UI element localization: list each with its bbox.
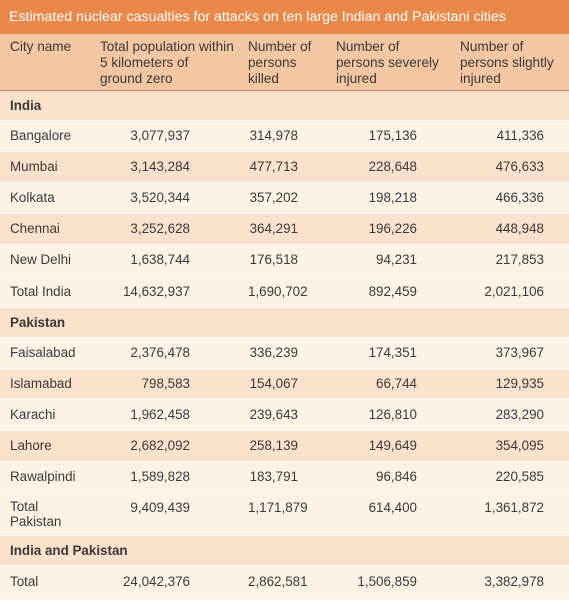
cell-city-name: Lahore xyxy=(0,430,90,462)
table-title: Estimated nuclear casualties for attacks… xyxy=(0,0,569,34)
cell-value: 614,400 xyxy=(326,491,450,536)
section-title: India xyxy=(0,90,569,121)
header-severely-injured: Number of persons severely injured xyxy=(326,34,450,91)
cell-value: 357,202 xyxy=(238,182,326,214)
cell-value: 314,978 xyxy=(238,120,326,152)
cell-value: 336,239 xyxy=(238,337,326,369)
cell-value: 154,067 xyxy=(238,368,326,400)
cell-value: 3,252,628 xyxy=(90,213,238,245)
header-persons-killed: Number of persons killed xyxy=(238,34,326,91)
cell-city-name: Total xyxy=(0,565,90,598)
section-title: India and Pakistan xyxy=(0,535,569,566)
cell-value: 9,409,439 xyxy=(90,491,238,536)
header-slightly-injured: Number of persons slightly injured xyxy=(450,34,569,91)
cell-value: 1,962,458 xyxy=(90,399,238,431)
total-row: Total 24,042,376 2,862,581 1,506,859 3,382,9… xyxy=(0,565,569,598)
header-total-population: Total population within 5 kilometers of … xyxy=(90,34,238,91)
cell-value: 258,139 xyxy=(238,430,326,462)
cell-value: 477,713 xyxy=(238,151,326,183)
cell-value: 1,589,828 xyxy=(90,461,238,493)
table-row: Faisalabad 2,376,478 336,239 174,351 373,967 xyxy=(0,337,569,369)
cell-value: 3,382,978 xyxy=(450,565,569,598)
cell-value: 3,077,937 xyxy=(90,120,238,152)
cell-value: 2,862,581 xyxy=(238,565,326,598)
cell-value: 196,226 xyxy=(326,213,450,245)
cell-value: 3,143,284 xyxy=(90,151,238,183)
cell-city-name: Faisalabad xyxy=(0,337,90,369)
cell-value: 2,021,106 xyxy=(450,274,569,308)
cell-value: 1,361,872 xyxy=(450,491,569,536)
cell-value: 1,506,859 xyxy=(326,565,450,598)
cell-value: 373,967 xyxy=(450,337,569,369)
cell-value: 129,935 xyxy=(450,368,569,400)
cell-value: 798,583 xyxy=(90,368,238,400)
cell-value: 94,231 xyxy=(326,244,450,276)
cell-city-name: Mumbai xyxy=(0,151,90,183)
table-row: Bangalore 3,077,937 314,978 175,136 411,336 xyxy=(0,120,569,152)
cell-value: 126,810 xyxy=(326,399,450,431)
table-row: Kolkata 3,520,344 357,202 198,218 466,336 xyxy=(0,182,569,214)
cell-value: 1,171,879 xyxy=(238,491,326,536)
table-row: Karachi 1,962,458 239,643 126,810 283,290 xyxy=(0,399,569,431)
section-header-row: India xyxy=(0,90,569,121)
cell-value: 466,336 xyxy=(450,182,569,214)
table-row: Lahore 2,682,092 258,139 149,649 354,095 xyxy=(0,430,569,462)
cell-value: 198,218 xyxy=(326,182,450,214)
cell-value: 3,520,344 xyxy=(90,182,238,214)
cell-value: 220,585 xyxy=(450,461,569,493)
cell-value: 228,648 xyxy=(326,151,450,183)
cell-value: 2,376,478 xyxy=(90,337,238,369)
cell-value: 183,791 xyxy=(238,461,326,493)
cell-value: 892,459 xyxy=(326,274,450,308)
casualties-table: City name Total population within 5 kilo… xyxy=(0,34,569,598)
cell-value: 175,136 xyxy=(326,120,450,152)
cell-value: 283,290 xyxy=(450,399,569,431)
cell-value: 476,633 xyxy=(450,151,569,183)
section-header-row: Pakistan xyxy=(0,307,569,338)
table-row: New Delhi 1,638,744 176,518 94,231 217,853 xyxy=(0,244,569,276)
header-row: City name Total population within 5 kilo… xyxy=(0,34,569,91)
header-city-name: City name xyxy=(0,34,90,91)
cell-value: 364,291 xyxy=(238,213,326,245)
cell-city-name: Kolkata xyxy=(0,182,90,214)
cell-city-name: Bangalore xyxy=(0,120,90,152)
cell-value: 14,632,937 xyxy=(90,274,238,308)
cell-city-name: New Delhi xyxy=(0,244,90,276)
cell-value: 354,095 xyxy=(450,430,569,462)
cell-city-name: Chennai xyxy=(0,213,90,245)
cell-city-name: Total India xyxy=(0,274,90,308)
cell-value: 217,853 xyxy=(450,244,569,276)
cell-value: 174,351 xyxy=(326,337,450,369)
section-header-row: India and Pakistan xyxy=(0,535,569,566)
table-body: India Bangalore 3,077,937 314,978 175,136 411… xyxy=(0,90,569,598)
cell-value: 1,690,702 xyxy=(238,274,326,308)
total-row: Total Pakistan 9,409,439 1,171,879 614,400 1… xyxy=(0,491,569,536)
cell-value: 2,682,092 xyxy=(90,430,238,462)
cell-value: 448,948 xyxy=(450,213,569,245)
cell-value: 66,744 xyxy=(326,368,450,400)
cell-value: 24,042,376 xyxy=(90,565,238,598)
cell-value: 411,336 xyxy=(450,120,569,152)
section-title: Pakistan xyxy=(0,307,569,338)
cell-value: 96,846 xyxy=(326,461,450,493)
cell-city-name: Total Pakistan xyxy=(0,491,90,536)
cell-city-name: Rawalpindi xyxy=(0,461,90,493)
cell-value: 239,643 xyxy=(238,399,326,431)
table-row: Islamabad 798,583 154,067 66,744 129,935 xyxy=(0,368,569,400)
cell-city-name: Islamabad xyxy=(0,368,90,400)
table-row: Rawalpindi 1,589,828 183,791 96,846 220,585 xyxy=(0,461,569,493)
cell-city-name: Karachi xyxy=(0,399,90,431)
table-row: Chennai 3,252,628 364,291 196,226 448,948 xyxy=(0,213,569,245)
cell-value: 1,638,744 xyxy=(90,244,238,276)
cell-value: 149,649 xyxy=(326,430,450,462)
table-row: Mumbai 3,143,284 477,713 228,648 476,633 xyxy=(0,151,569,183)
total-row: Total India 14,632,937 1,690,702 892,459 2,0… xyxy=(0,274,569,308)
cell-value: 176,518 xyxy=(238,244,326,276)
